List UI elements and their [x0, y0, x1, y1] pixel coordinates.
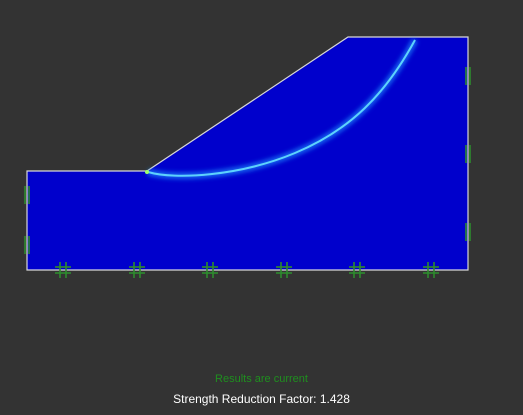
pin-icon	[349, 262, 365, 278]
pin-icon	[202, 262, 218, 278]
slope-body	[26, 36, 469, 271]
roller-icon	[465, 145, 471, 163]
right-boundary-supports	[465, 67, 471, 241]
strength-reduction-factor-readout: Strength Reduction Factor: 1.428	[173, 392, 350, 406]
roller-icon	[24, 236, 30, 254]
pin-icon	[423, 262, 439, 278]
roller-icon	[24, 186, 30, 204]
roller-icon	[465, 223, 471, 241]
pin-icon	[55, 262, 71, 278]
bottom-boundary-supports	[55, 262, 439, 278]
roller-icon	[465, 67, 471, 85]
pin-icon	[129, 262, 145, 278]
shear-band	[147, 38, 419, 180]
slope-model	[26, 36, 469, 271]
results-status-label: Results are current	[215, 373, 308, 385]
pin-icon	[276, 262, 292, 278]
shear-band-core	[147, 39, 416, 177]
slope-toe-point	[145, 170, 149, 174]
left-boundary-supports	[24, 186, 30, 254]
